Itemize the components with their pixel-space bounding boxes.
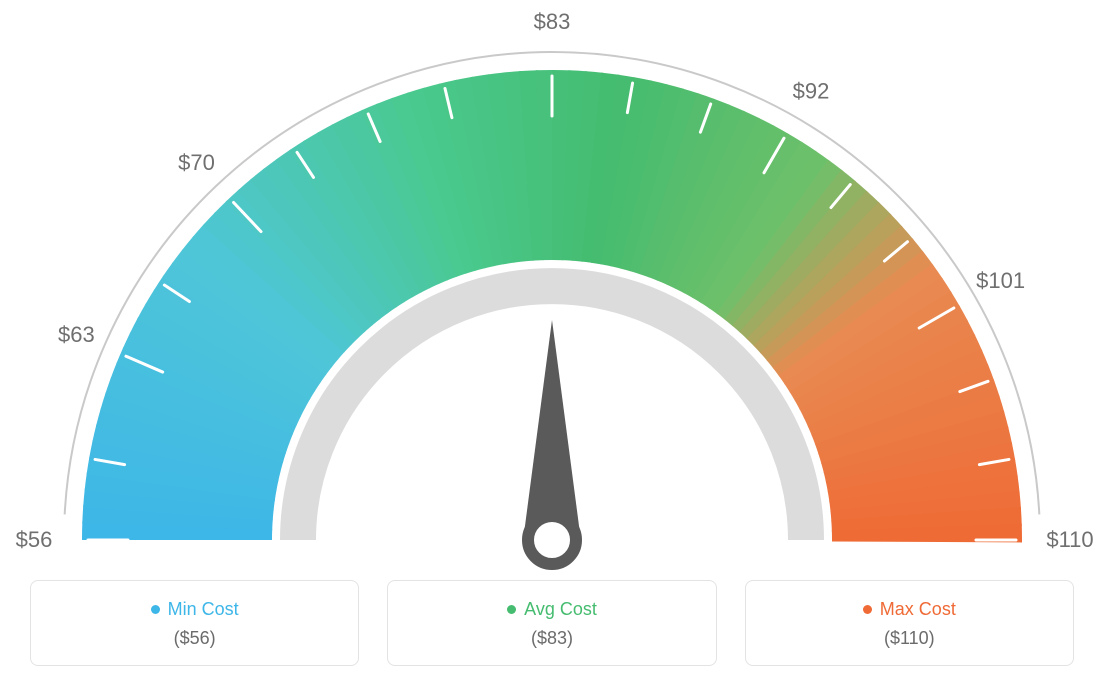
svg-text:$56: $56	[16, 527, 53, 552]
legend-value-max: ($110)	[756, 628, 1063, 649]
svg-text:$101: $101	[976, 268, 1025, 293]
dot-min	[151, 605, 160, 614]
legend-value-min: ($56)	[41, 628, 348, 649]
legend-row: Min Cost ($56) Avg Cost ($83) Max Cost (…	[0, 580, 1104, 696]
svg-text:$63: $63	[58, 322, 95, 347]
svg-text:$83: $83	[534, 9, 571, 34]
gauge-svg: $56 $63 $70 $83 $92 $101 $110	[0, 0, 1104, 580]
legend-value-avg: ($83)	[398, 628, 705, 649]
svg-text:$92: $92	[793, 78, 830, 103]
legend-card-max: Max Cost ($110)	[745, 580, 1074, 666]
gauge-chart: $56 $63 $70 $83 $92 $101 $110	[0, 0, 1104, 580]
legend-label-min: Min Cost	[168, 599, 239, 620]
legend-label-max: Max Cost	[880, 599, 956, 620]
dot-avg	[507, 605, 516, 614]
legend-card-avg: Avg Cost ($83)	[387, 580, 716, 666]
svg-text:$70: $70	[178, 150, 215, 175]
svg-text:$110: $110	[1046, 527, 1093, 552]
dot-max	[863, 605, 872, 614]
legend-card-min: Min Cost ($56)	[30, 580, 359, 666]
legend-label-avg: Avg Cost	[524, 599, 597, 620]
